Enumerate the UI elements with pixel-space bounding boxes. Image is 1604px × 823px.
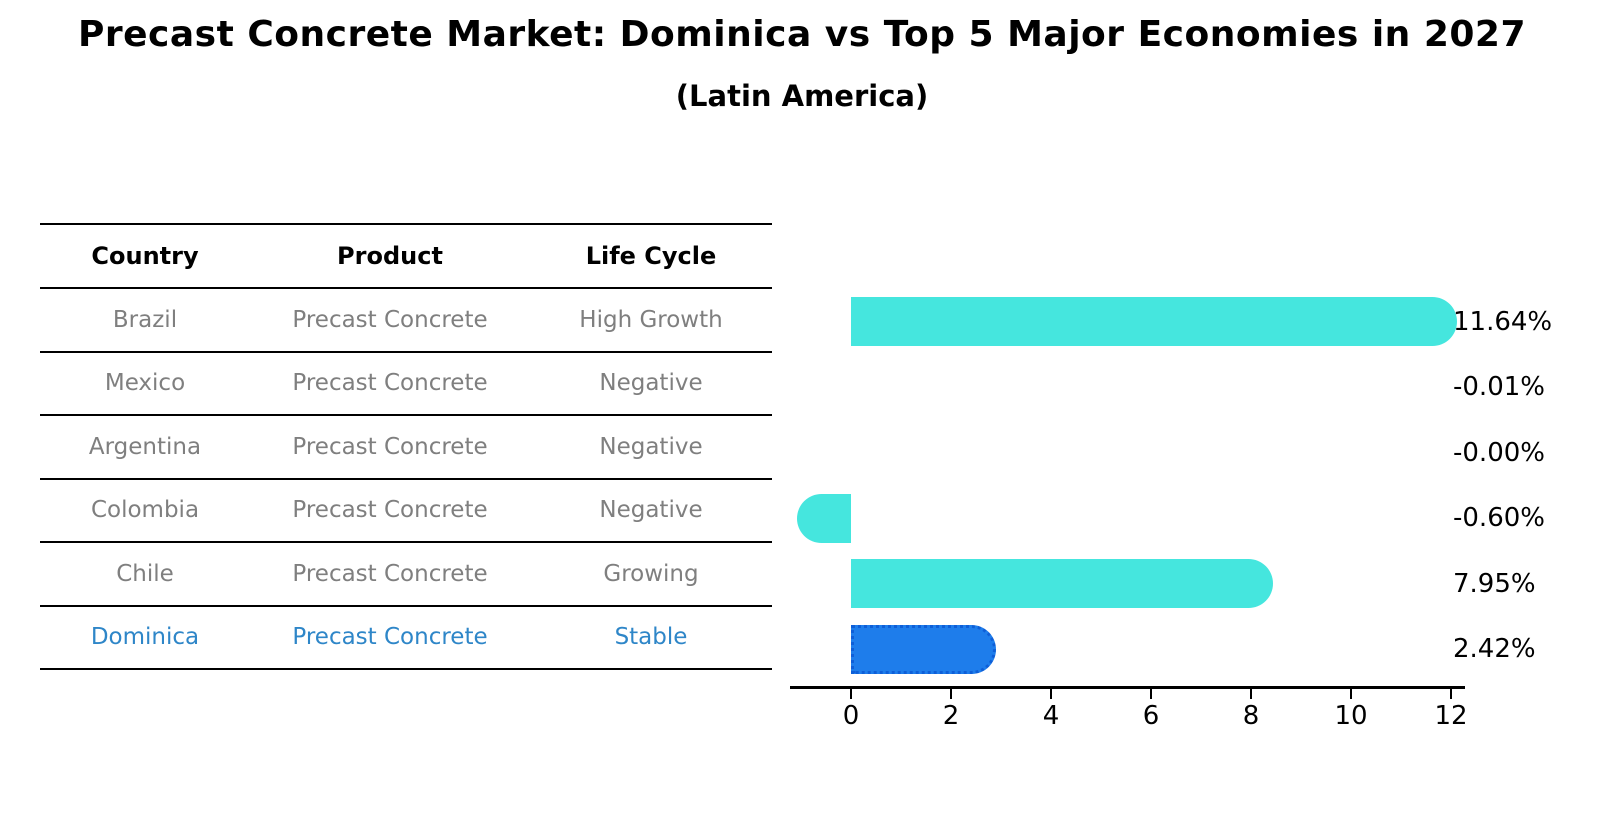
country-cell: Argentina xyxy=(88,433,202,460)
country-cell: Brazil xyxy=(112,306,178,333)
x-axis-tick-label: 4 xyxy=(1042,701,1060,731)
bar-colombia xyxy=(797,493,851,543)
country-cell: Mexico xyxy=(104,370,186,397)
x-axis-tick-label: 2 xyxy=(942,701,960,731)
table-body: Brazil Precast Concrete High Growth Mexico P… xyxy=(40,289,772,670)
x-axis-tick-label: 12 xyxy=(1434,701,1468,731)
life-cycle-cell: Negative xyxy=(599,433,703,460)
table-row: Colombia Precast Concrete Negative xyxy=(40,480,772,543)
x-axis-tick xyxy=(1050,689,1052,699)
table-row: Argentina Precast Concrete Negative xyxy=(40,416,772,480)
x-axis-tick xyxy=(1450,689,1452,699)
column-header-country: Country xyxy=(91,242,199,270)
x-axis-tick-label: 6 xyxy=(1142,701,1160,731)
life-cycle-cell: Negative xyxy=(599,370,703,397)
life-cycle-cell: High Growth xyxy=(579,306,723,333)
country-cell: Chile xyxy=(116,560,174,587)
product-cell: Precast Concrete xyxy=(292,306,488,333)
column-header-product: Product xyxy=(337,242,443,270)
country-cell: Dominica xyxy=(90,624,200,651)
table-row: Chile Precast Concrete Growing xyxy=(40,543,772,607)
x-axis-tick-label: 0 xyxy=(842,701,860,731)
chart-subtitle: (Latin America) xyxy=(675,79,929,113)
product-cell: Precast Concrete xyxy=(292,497,488,524)
x-axis-tick xyxy=(1250,689,1252,699)
column-header-life-cycle: Life Cycle xyxy=(585,242,717,270)
value-label: -0.00% xyxy=(1453,437,1545,468)
product-cell: Precast Concrete xyxy=(292,624,488,651)
life-cycle-cell: Growing xyxy=(603,560,699,587)
bar-highlight-dominica xyxy=(851,624,996,674)
x-axis-tick xyxy=(1150,689,1152,699)
x-axis-tick-label: 8 xyxy=(1242,701,1260,731)
life-cycle-cell: Negative xyxy=(599,497,703,524)
bar-chile xyxy=(851,559,1273,609)
value-label: -0.01% xyxy=(1453,372,1545,403)
value-label: -0.60% xyxy=(1453,503,1545,534)
table-row: Dominica Precast Concrete Stable xyxy=(40,607,772,670)
table-row: Mexico Precast Concrete Negative xyxy=(40,353,772,416)
country-cell: Colombia xyxy=(90,497,200,524)
value-label: 11.64% xyxy=(1453,306,1553,337)
x-axis-tick xyxy=(850,689,852,699)
bar-brazil xyxy=(851,297,1457,347)
x-axis-line xyxy=(790,686,1465,689)
product-cell: Precast Concrete xyxy=(292,433,488,460)
x-axis-tick xyxy=(1350,689,1352,699)
value-label: 2.42% xyxy=(1453,634,1536,665)
table-header-row: Country Product Life Cycle xyxy=(40,225,772,289)
x-axis-tick-label: 10 xyxy=(1334,701,1368,731)
chart-title: Precast Concrete Market: Dominica vs Top… xyxy=(77,14,1527,55)
x-axis-tick xyxy=(950,689,952,699)
product-cell: Precast Concrete xyxy=(292,370,488,397)
country-table: Country Product Life Cycle Brazil Precast… xyxy=(40,223,772,670)
life-cycle-cell: Stable xyxy=(614,624,688,651)
value-label: 7.95% xyxy=(1453,568,1536,599)
table-row: Brazil Precast Concrete High Growth xyxy=(40,289,772,353)
product-cell: Precast Concrete xyxy=(292,560,488,587)
